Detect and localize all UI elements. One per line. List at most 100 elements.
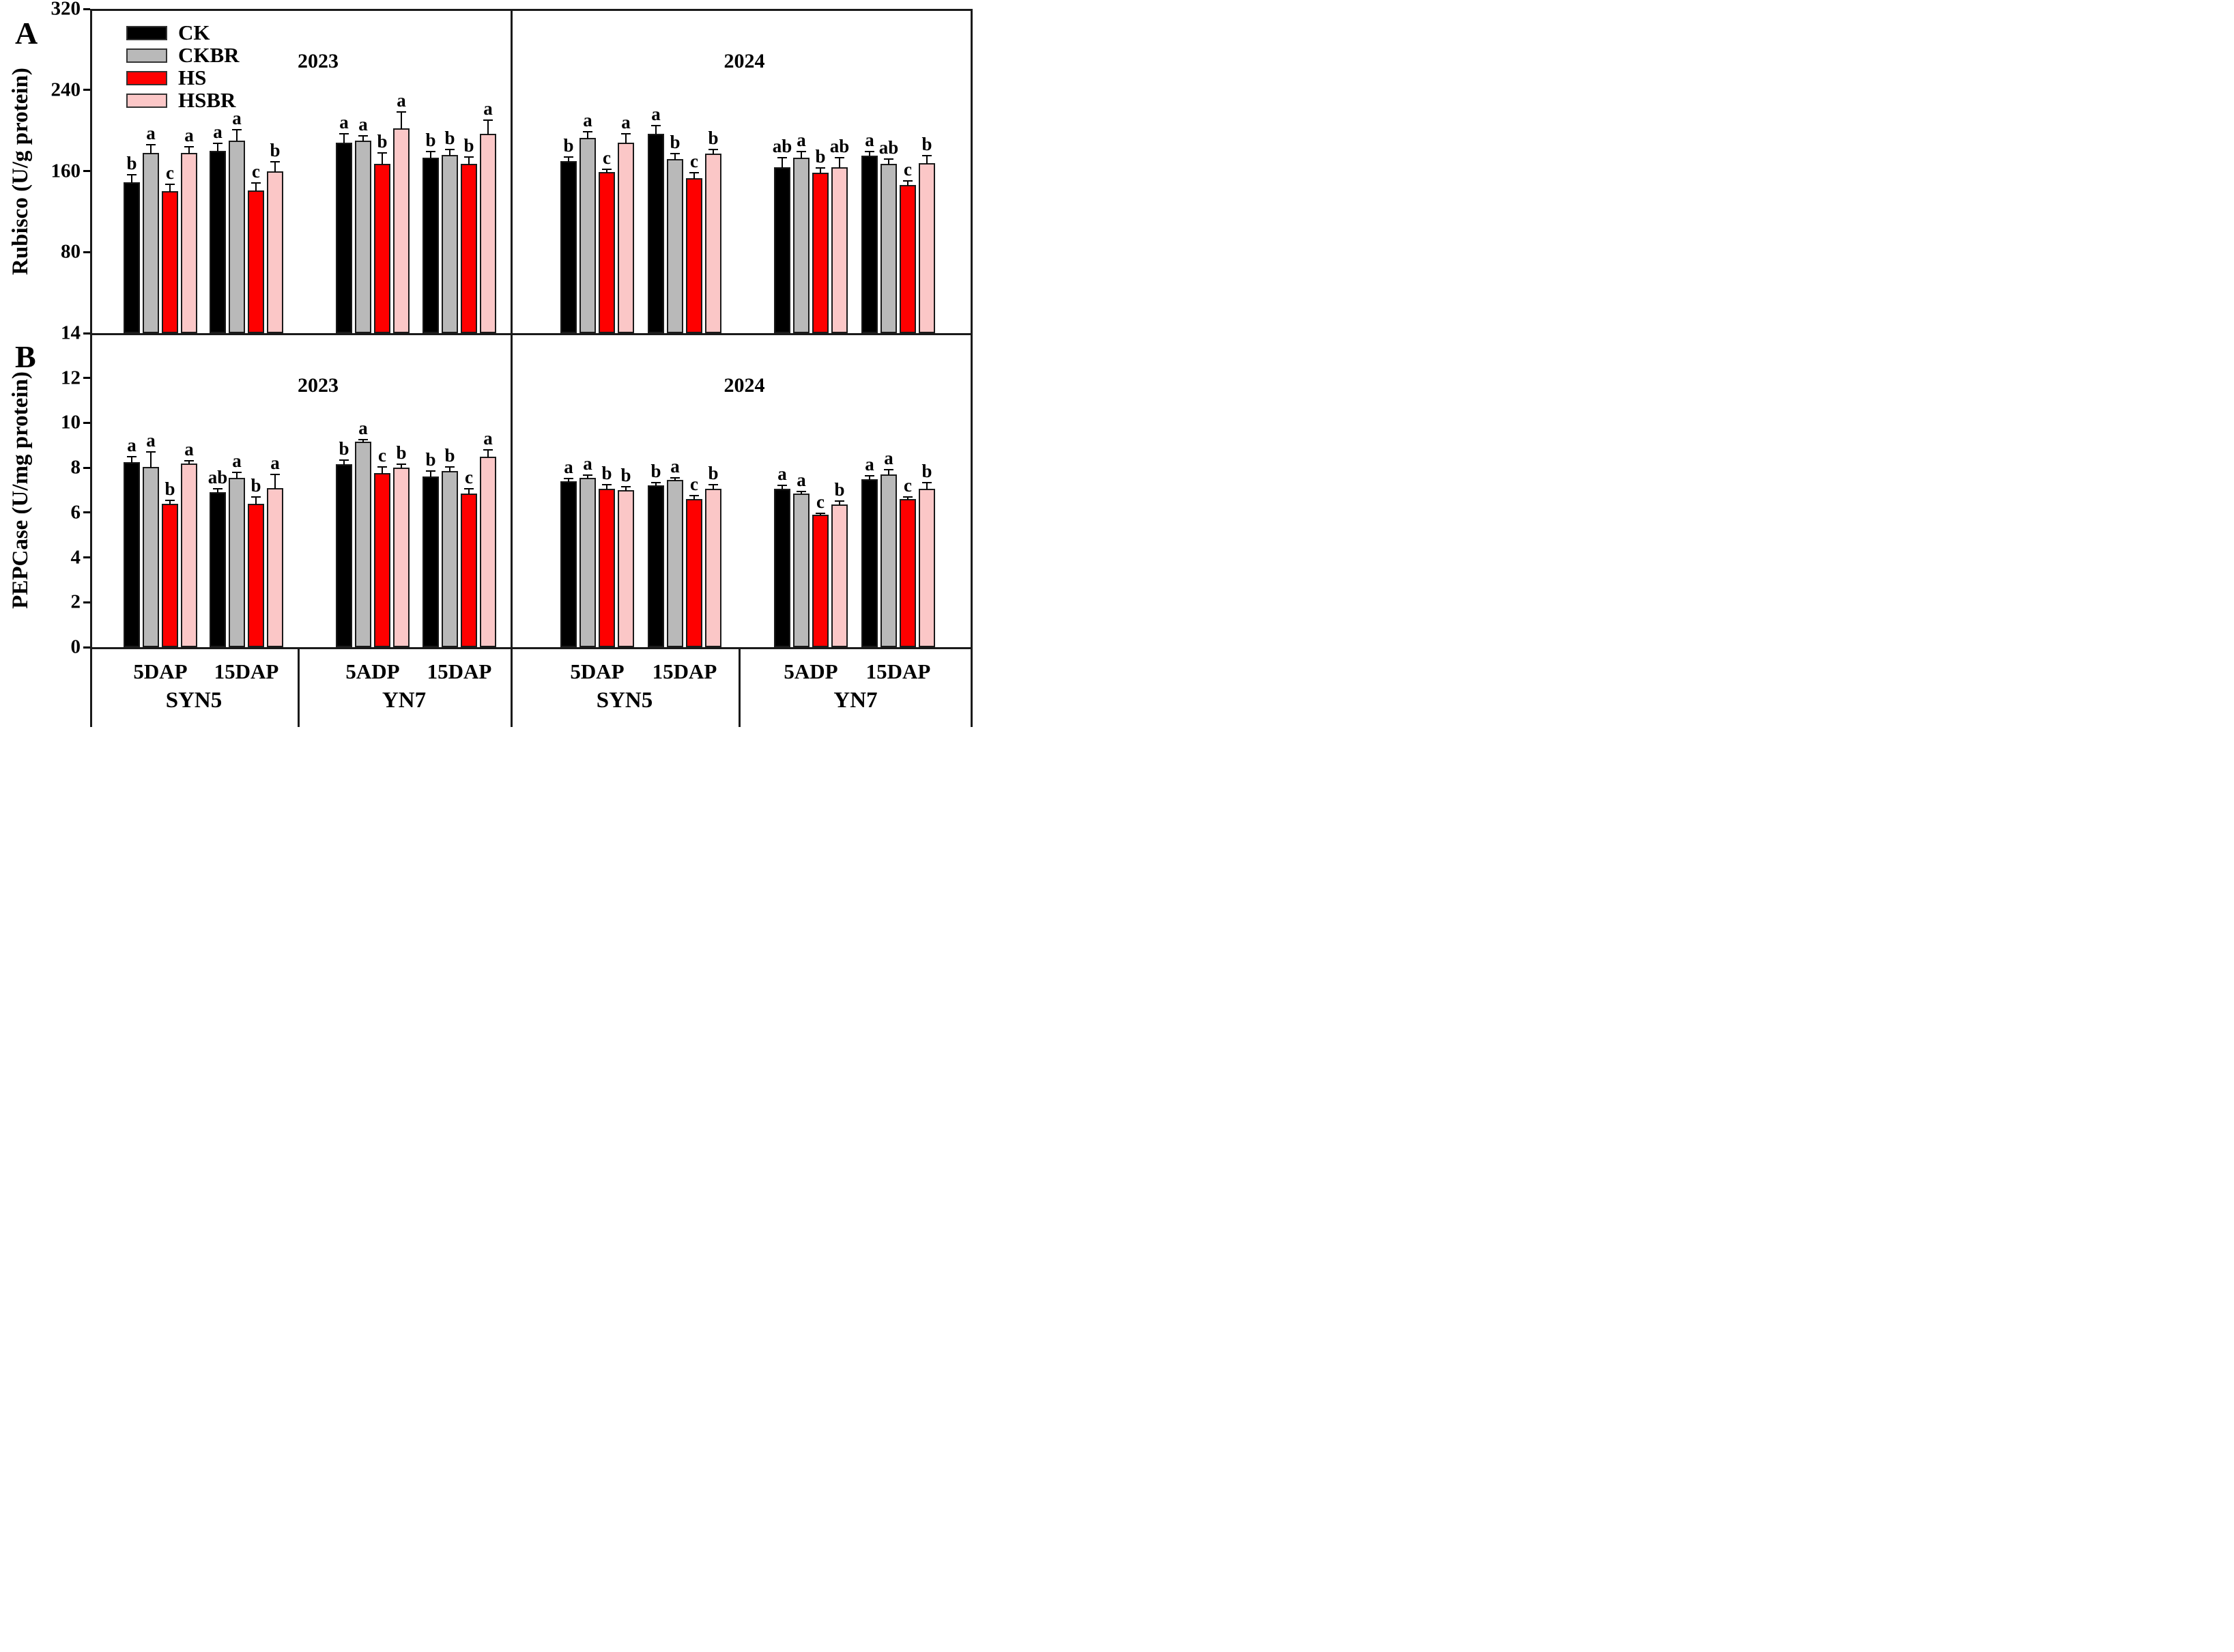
error-bar — [236, 472, 238, 479]
significance-letter: a — [884, 448, 893, 469]
error-bar-cap — [146, 143, 156, 145]
error-bar — [382, 152, 383, 165]
bar-column-CKBR: a — [355, 9, 371, 333]
bar-HSBR — [618, 142, 634, 333]
bar-column-HS: b — [162, 333, 178, 647]
x-time-label-1: 15DAP — [214, 659, 279, 683]
bar-column-CK: a — [124, 333, 140, 647]
error-bar — [236, 129, 238, 141]
legend-label: HSBR — [178, 88, 236, 112]
significance-letter: a — [483, 98, 493, 119]
error-bar — [713, 149, 714, 155]
significance-letter: b — [620, 465, 631, 486]
significance-letter: b — [670, 132, 681, 153]
significance-letter: a — [232, 107, 242, 128]
error-bar-cap — [564, 156, 573, 158]
error-bar — [343, 459, 345, 466]
cultivar-divider-2023 — [298, 647, 300, 727]
error-bar — [568, 156, 569, 162]
error-bar-cap — [358, 134, 368, 137]
bar-CK — [210, 150, 226, 333]
error-bar — [926, 482, 928, 490]
error-bar — [188, 460, 190, 464]
error-bar-cap — [251, 182, 261, 184]
bar-HS — [686, 499, 702, 647]
error-bar — [430, 471, 431, 478]
significance-letter: b — [650, 460, 661, 481]
error-bar-cap — [146, 451, 156, 453]
significance-letter: a — [564, 456, 573, 477]
y-tick-B-10 — [83, 421, 90, 424]
error-bar-cap — [397, 464, 406, 466]
significance-letter: c — [904, 474, 912, 496]
error-bar — [449, 149, 450, 156]
significance-letter: c — [465, 467, 473, 488]
bar-column-HS: c — [900, 9, 916, 333]
bar-column-HSBR: b — [705, 333, 721, 647]
plot-box — [90, 9, 973, 649]
significance-letter: a — [777, 464, 787, 485]
error-bar-cap — [816, 167, 825, 169]
bar-CKBR — [229, 140, 245, 333]
significance-letter: c — [690, 151, 698, 172]
error-bar — [869, 152, 870, 157]
bar-column-CK: a — [560, 333, 577, 647]
bar-CK — [210, 492, 226, 647]
year-label-B-2023: 2023 — [298, 374, 339, 397]
bar-column-CK: a — [861, 9, 878, 333]
bar-column-HS: b — [374, 9, 390, 333]
significance-letter: b — [250, 474, 261, 496]
panel-divider-line — [90, 333, 973, 335]
error-bar-cap — [426, 470, 435, 472]
error-bar — [217, 143, 218, 152]
bar-column-HS: c — [599, 9, 615, 333]
error-bar — [449, 466, 450, 472]
error-bar — [655, 482, 657, 487]
significance-letter: a — [670, 455, 680, 476]
bar-column-HSBR: a — [618, 9, 634, 333]
error-bar — [362, 440, 364, 443]
bar-CKBR — [229, 477, 245, 647]
significance-letter: a — [583, 109, 592, 130]
error-bar — [382, 466, 383, 474]
bar-column-CKBR: a — [143, 333, 159, 647]
two-panel-bar-chart-figure: A Rubisco (U/g protein) 80 160 240 320 2023 202… — [0, 0, 983, 727]
error-bar — [587, 131, 588, 139]
y-axis-title-B: PEPCase (U/mg protein) — [8, 371, 33, 609]
x-time-label-3: 15DAP — [427, 659, 492, 683]
error-bar — [888, 158, 889, 165]
left-axis-extension — [90, 647, 92, 727]
bar-column-CK: b — [423, 9, 439, 333]
y-tick-B-2 — [83, 601, 90, 603]
error-bar — [926, 156, 928, 164]
error-bar-cap — [445, 149, 455, 151]
bar-column-CK: a — [861, 333, 878, 647]
bar-column-HSBR: b — [393, 333, 410, 647]
bar-HSBR — [831, 167, 848, 333]
error-bar-cap — [903, 496, 913, 498]
error-bar — [468, 156, 470, 165]
legend-label: HS — [178, 66, 207, 89]
error-bar — [568, 478, 569, 482]
bar-HS — [900, 499, 916, 647]
bar-CKBR — [793, 158, 810, 333]
bar-column-CK: a — [774, 333, 790, 647]
x-time-label-6: 5ADP — [784, 659, 838, 683]
bar-HSBR — [181, 463, 197, 647]
bar-CK — [124, 461, 140, 647]
error-bar — [131, 175, 132, 183]
bar-column-CKBR: b — [667, 9, 683, 333]
significance-letter: c — [690, 474, 698, 495]
error-bar — [343, 133, 345, 143]
significance-letter: b — [921, 460, 932, 481]
bar-CKBR — [579, 477, 596, 647]
legend-label: CK — [178, 20, 210, 44]
significance-letter: b — [425, 449, 436, 470]
error-bar-cap — [777, 157, 787, 159]
